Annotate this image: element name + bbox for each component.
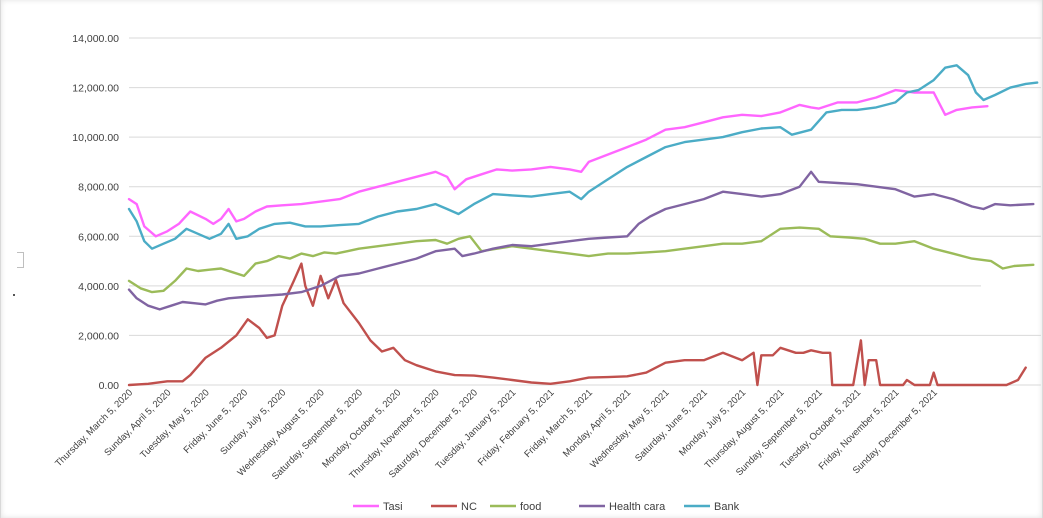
y-tick-label: 0.00: [99, 380, 120, 392]
legend-label-nc: NC: [461, 501, 477, 513]
x-tick-label: Thursday, March 5, 2020: [53, 387, 135, 469]
legend: Tasi NC food Health cara Bank: [353, 501, 740, 513]
x-tick-label: Sunday, July 5, 2020: [218, 387, 288, 457]
legend-label-bank: Bank: [714, 501, 740, 513]
legend-label-health-cara: Health cara: [609, 501, 666, 513]
series-lines: [127, 64, 1039, 387]
y-tick-label: 14,000.00: [72, 33, 119, 45]
gridlines: [129, 37, 1041, 386]
legend-label-tasi: Tasi: [383, 501, 403, 513]
x-tick-label: Friday, June 5, 2020: [182, 387, 251, 456]
legend-label-food: food: [520, 501, 541, 513]
x-tick-label: Monday, July 5, 2021: [677, 387, 748, 458]
x-tick-label: Monday, October 5, 2020: [320, 387, 403, 470]
x-tick-label: Tuesday, May 5, 2020: [138, 387, 212, 461]
series-line-health-cara: [127, 170, 1035, 311]
y-tick-label: 10,000.00: [72, 132, 119, 144]
series-line-food: [127, 226, 1035, 294]
series-line-nc: [127, 262, 1027, 387]
series-line-bank: [127, 64, 1039, 250]
x-tick-label: Monday, April 5, 2021: [561, 387, 633, 459]
y-tick-label: 2,000.00: [78, 330, 119, 342]
series-line-tasi: [127, 88, 989, 238]
x-tick-label: Saturday, June 5, 2021: [633, 387, 710, 464]
x-tick-label: Friday, February 5, 2021: [476, 387, 557, 468]
y-tick-label: 8,000.00: [78, 182, 119, 194]
y-tick-label: 4,000.00: [78, 281, 119, 293]
edge-dot: [13, 294, 15, 296]
resize-handle[interactable]: [17, 252, 24, 268]
x-tick-label: Sunday, April 5, 2020: [102, 387, 173, 458]
y-tick-label: 6,000.00: [78, 231, 119, 243]
y-tick-label: 12,000.00: [72, 83, 119, 95]
y-axis-ticks: 0.00 2,000.00 4,000.00 6,000.00 8,000.00 10,0…: [72, 33, 119, 392]
x-tick-label: Friday, March 5, 2021: [522, 387, 595, 460]
